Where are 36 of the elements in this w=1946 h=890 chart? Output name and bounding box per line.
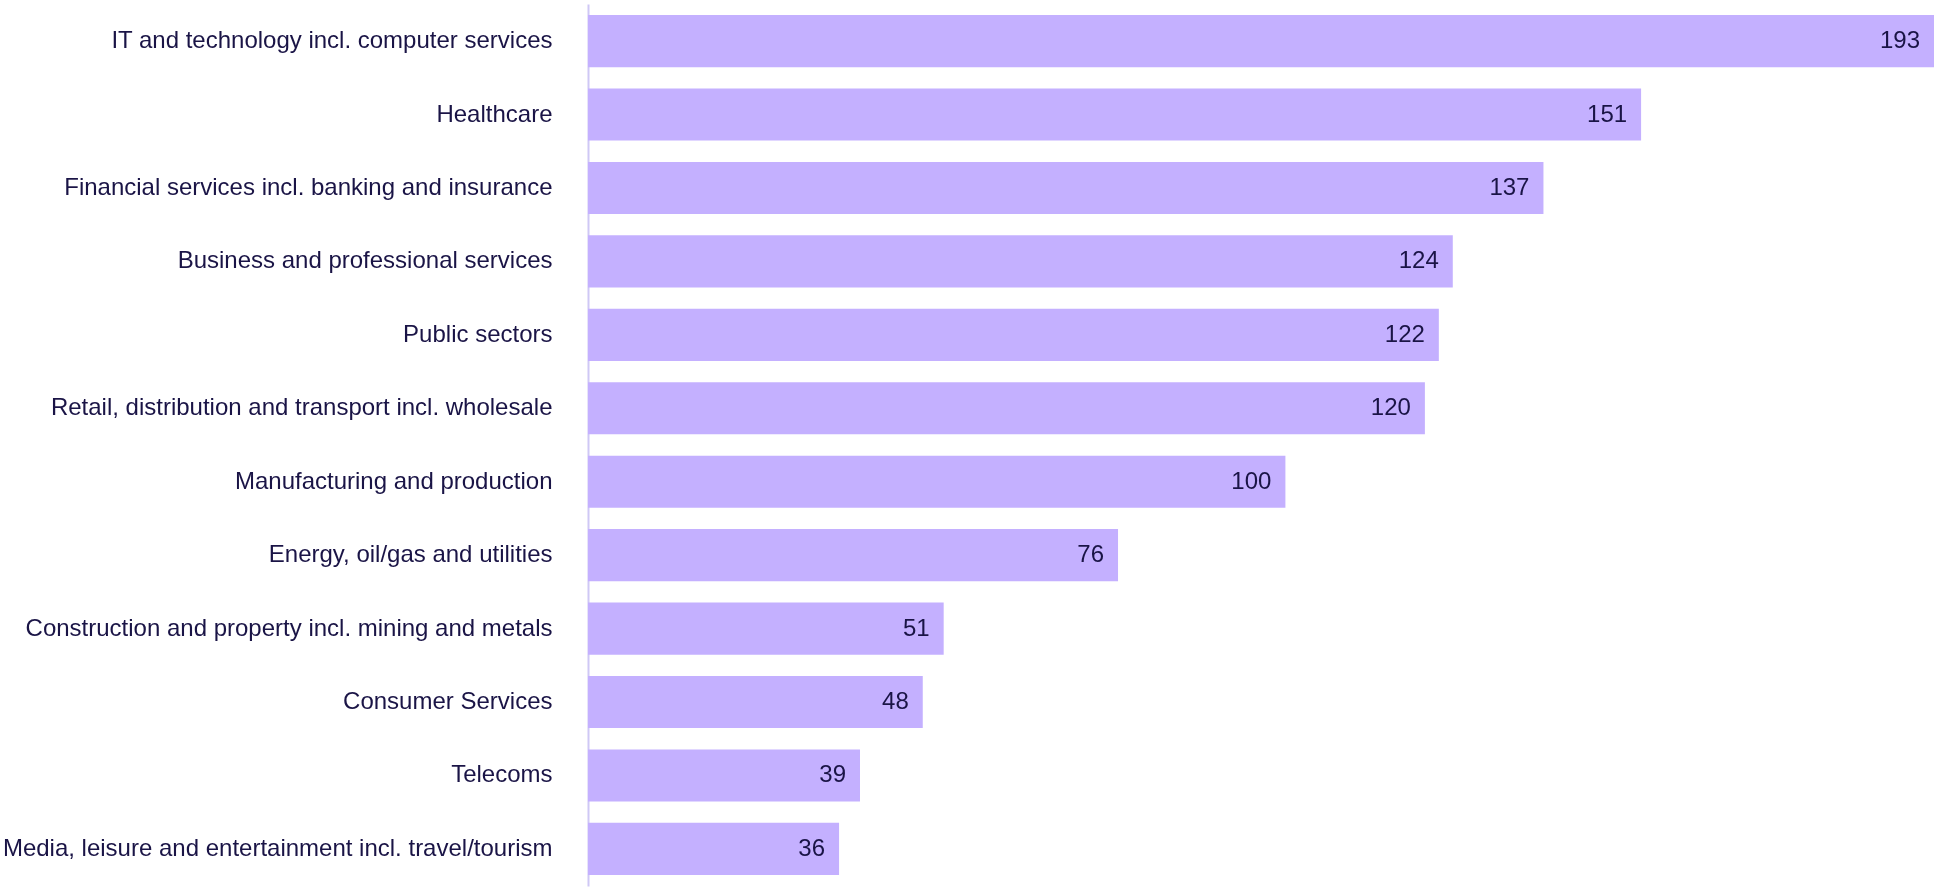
y-tick-label: Public sectors: [403, 319, 553, 347]
y-tick-label: IT and technology incl. computer services: [111, 26, 553, 54]
data-label: 36: [798, 833, 826, 861]
y-tick-label: Media, leisure and entertainment incl. travel/tourism: [2, 833, 553, 861]
bar: [588, 602, 944, 655]
bar: [588, 382, 1425, 435]
bar: [588, 675, 923, 729]
y-tick-label: Manufacturing and production: [234, 466, 553, 494]
y-tick-label: Healthcare: [436, 99, 553, 127]
data-label: 76: [1077, 540, 1105, 568]
y-tick-label: Business and professional services: [177, 246, 553, 274]
bar: [588, 529, 1119, 582]
data-label: 193: [1879, 26, 1920, 54]
data-label: 151: [1587, 99, 1628, 127]
data-label: 48: [882, 687, 909, 715]
bar: [588, 15, 1934, 68]
y-tick-label: Construction and property incl. mining and metals: [25, 613, 553, 641]
y-tick-label: Financial services incl. banking and insurance: [64, 172, 553, 200]
data-label: 122: [1384, 319, 1425, 347]
y-tick-label: Retail, distribution and transport incl. wholesale: [50, 393, 553, 421]
y-tick-label: Energy, oil/gas and utilities: [268, 540, 553, 568]
bar: [588, 308, 1439, 361]
bar: [588, 749, 860, 802]
bar: [588, 88, 1642, 141]
data-label: 100: [1231, 466, 1272, 494]
data-label: 51: [902, 613, 930, 641]
bar: [588, 455, 1286, 508]
bar: [588, 822, 840, 875]
y-tick-label: Telecoms: [451, 760, 553, 788]
bar: [588, 161, 1544, 215]
bar: [588, 235, 1453, 288]
data-label: 124: [1398, 246, 1439, 274]
data-label: 39: [819, 760, 846, 788]
data-label: 137: [1489, 172, 1530, 200]
data-label: 120: [1370, 393, 1411, 421]
y-tick-label: Consumer Services: [343, 687, 553, 715]
